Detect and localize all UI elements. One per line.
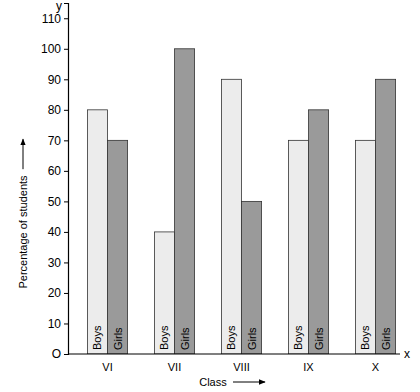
x-axis-line xyxy=(68,353,400,354)
y-tick-label: 10 xyxy=(48,317,62,331)
y-tick-label: O xyxy=(52,347,61,361)
x-tick-label: VI xyxy=(102,361,112,373)
chart: Boys Boys Boys Boys Boys Girls Girls Girls Girls… xyxy=(0,0,420,392)
bar xyxy=(376,79,396,354)
bar-series-label: Girls xyxy=(313,327,325,350)
y-tick: O xyxy=(52,347,68,361)
y-tick: 70 xyxy=(48,134,68,148)
x-tick-label: VII xyxy=(168,361,181,373)
axis-letter: y xyxy=(56,0,62,13)
y-tick: 90 xyxy=(48,73,68,87)
bar-series-label: Girls xyxy=(112,327,124,350)
bar-series-label: Girls xyxy=(246,327,258,350)
y-tick-label: 20 xyxy=(48,286,62,300)
y-tick: 20 xyxy=(48,286,68,300)
x-axis: VI VII VIII IX X xyxy=(68,354,400,373)
x-tick: X xyxy=(372,354,380,373)
plot-area xyxy=(87,49,395,354)
y-tick: 40 xyxy=(48,225,68,239)
x-tick-label: IX xyxy=(303,361,314,373)
bar xyxy=(288,140,308,354)
y-tick-mark xyxy=(64,323,68,324)
y-tick-mark xyxy=(64,110,68,111)
x-tick: VIII xyxy=(233,354,250,373)
y-tick: 50 xyxy=(48,195,68,209)
y-axis-arrow xyxy=(23,139,24,169)
y-tick: 10 xyxy=(48,317,68,331)
x-axis-arrow xyxy=(233,382,265,383)
y-tick-mark xyxy=(64,18,68,19)
y-tick-mark xyxy=(64,354,68,355)
y-tick-mark xyxy=(64,171,68,172)
y-axis: O 10 20 30 40 50 60 70 80 90 100 110 xyxy=(41,4,69,362)
y-tick-mark xyxy=(64,49,68,50)
y-tick: 30 xyxy=(48,256,68,270)
axis-letter: x xyxy=(404,347,410,361)
y-tick-mark xyxy=(64,79,68,80)
y-tick-mark xyxy=(64,140,68,141)
bar-series-label: Boys xyxy=(292,325,304,350)
bar-series-label: Boys xyxy=(359,325,371,350)
y-tick-label: 70 xyxy=(48,134,62,148)
y-tick-label: 30 xyxy=(48,256,62,270)
y-tick-mark xyxy=(64,293,68,294)
y-tick-mark xyxy=(64,201,68,202)
y-tick: 110 xyxy=(42,12,68,26)
bar xyxy=(154,232,174,354)
x-axis-title: Class xyxy=(199,376,227,388)
bar xyxy=(355,140,375,354)
x-tick: VI xyxy=(102,354,112,373)
y-tick-label: 40 xyxy=(48,225,62,239)
y-tick-label: 90 xyxy=(48,73,62,87)
bar xyxy=(108,140,128,354)
x-tick-label: VIII xyxy=(233,361,250,373)
bar-series-label: Boys xyxy=(91,325,103,350)
y-tick-label: 50 xyxy=(48,195,62,209)
y-tick: 80 xyxy=(48,103,68,117)
bar xyxy=(87,110,107,354)
y-tick-label: 80 xyxy=(48,103,62,117)
bar-series-label: Girls xyxy=(380,327,392,350)
y-tick-mark xyxy=(64,262,68,263)
x-tick-label: X xyxy=(372,361,380,373)
y-tick: 60 xyxy=(48,164,68,178)
bar-series-label: Boys xyxy=(225,325,237,350)
y-tick-label: 110 xyxy=(42,12,61,26)
bar xyxy=(309,110,329,354)
y-tick: 100 xyxy=(41,42,68,56)
y-tick-label: 100 xyxy=(41,42,61,56)
bar xyxy=(221,79,241,354)
y-tick-label: 60 xyxy=(48,164,62,178)
y-tick-mark xyxy=(64,232,68,233)
x-tick: IX xyxy=(303,354,314,373)
bar xyxy=(242,201,262,354)
bar xyxy=(175,49,195,354)
bar-labels: Boys Boys Boys Boys Boys Girls Girls Girls Girls… xyxy=(91,325,391,350)
y-axis-title: Percentage of students xyxy=(17,175,29,289)
bar-series-label: Boys xyxy=(158,325,170,350)
bar-series-label: Girls xyxy=(179,327,191,350)
y-axis-line xyxy=(64,4,69,355)
x-tick: VII xyxy=(168,354,181,373)
